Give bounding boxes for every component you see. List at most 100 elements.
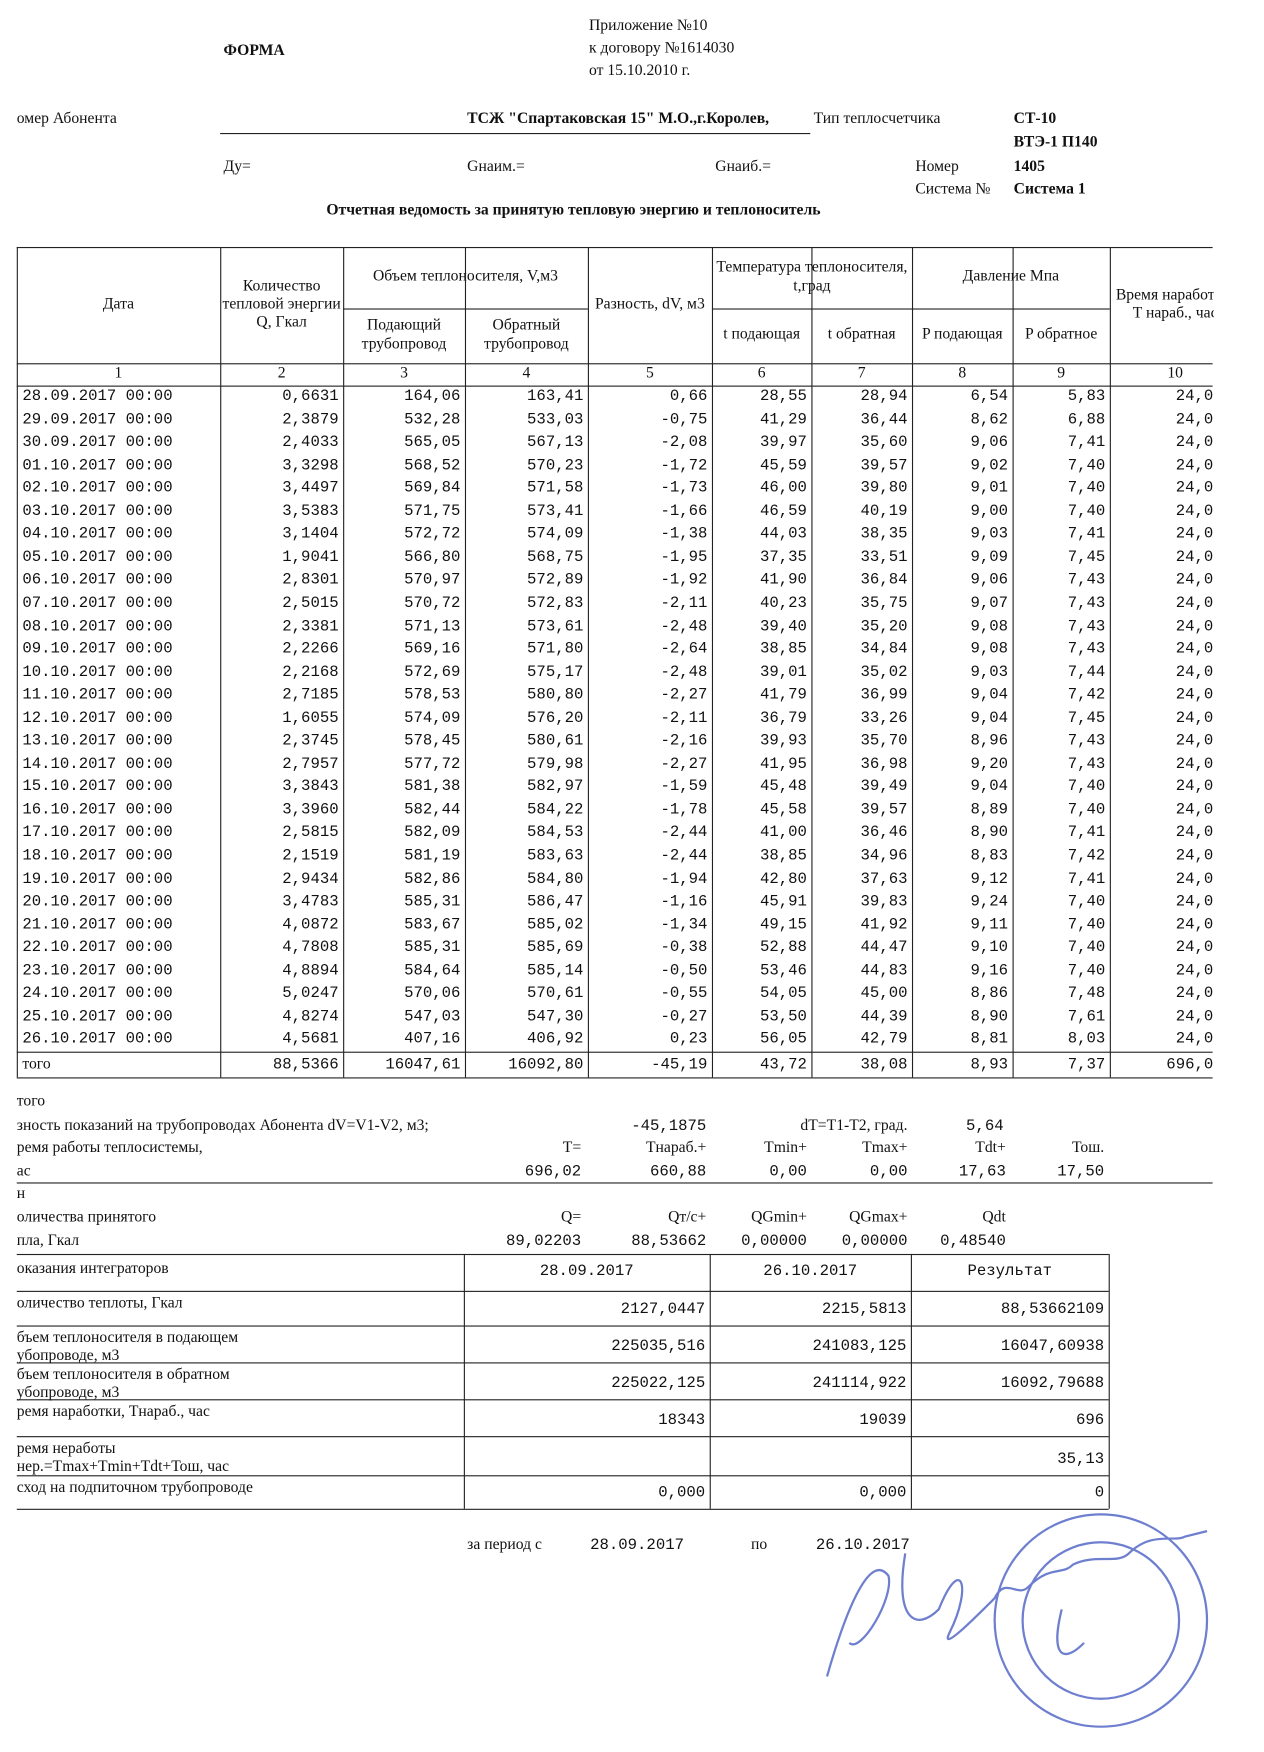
value-cell: 24,00: [1175, 1030, 1214, 1049]
column-header: Время наработки, T нараб., час: [1115, 287, 1214, 322]
appendix-line: от 15.10.2010 г.: [588, 62, 691, 80]
value-cell: 88,5366: [272, 1056, 339, 1074]
column-header: Давление Мпа: [962, 268, 1060, 286]
number: 1405: [1013, 158, 1045, 176]
value-cell: 574,09: [527, 525, 584, 544]
value-cell: 36,46: [860, 824, 908, 843]
total-label: того: [22, 1056, 51, 1073]
integrator-header: 28.09.2017: [539, 1263, 634, 1282]
value-cell: 571,13: [404, 617, 461, 636]
value-cell: 9,10: [970, 938, 1009, 957]
value-cell: 7,45: [1067, 709, 1106, 728]
value-cell: -1,38: [660, 525, 708, 544]
summary-value: Тнараб.+: [645, 1139, 707, 1157]
value-cell: 5,83: [1067, 387, 1106, 406]
value-cell: 578,53: [404, 686, 461, 705]
rule: [16, 1290, 1109, 1292]
rule: [16, 1508, 1109, 1510]
column-number: 3: [400, 365, 408, 383]
value-cell: 28,94: [860, 387, 908, 406]
value-cell: 3,3843: [282, 778, 339, 797]
value-cell: 24,00: [1175, 594, 1214, 613]
value-cell: 37,35: [759, 548, 807, 567]
summary-value: 0,00000: [741, 1232, 807, 1251]
integrator-value: 696: [1076, 1411, 1105, 1430]
column-header: P подающая: [921, 326, 1003, 344]
summary-value: 0,00: [869, 1163, 908, 1182]
value-cell: -1,72: [660, 456, 708, 475]
value-cell: -45,19: [651, 1056, 708, 1074]
value-cell: 7,41: [1067, 525, 1106, 544]
value-cell: 9,20: [970, 755, 1009, 774]
value-cell: 53,50: [759, 1007, 807, 1026]
rule: [464, 246, 467, 1078]
value-cell: 46,59: [759, 502, 807, 521]
value-cell: -1,94: [660, 870, 708, 888]
date-cell: 17.10.2017 00:00: [22, 824, 173, 843]
value-cell: -0,38: [660, 938, 708, 957]
date-cell: 08.10.2017 00:00: [22, 617, 173, 636]
column-number: 9: [1057, 365, 1066, 383]
date-cell: 30.09.2017 00:00: [22, 433, 173, 452]
value-cell: -2,27: [660, 686, 708, 705]
rule: [711, 308, 1110, 310]
date-cell: 11.10.2017 00:00: [22, 686, 173, 705]
value-cell: 9,04: [970, 778, 1009, 797]
value-cell: 24,00: [1175, 801, 1214, 820]
summary-label: н: [16, 1185, 26, 1203]
value-cell: 35,75: [860, 594, 908, 613]
value-cell: 577,72: [404, 755, 461, 774]
value-cell: 7,43: [1067, 640, 1106, 659]
value-cell: -2,11: [660, 594, 708, 613]
value-cell: 24,00: [1175, 387, 1214, 406]
summary-value: 17,50: [1057, 1163, 1105, 1182]
value-cell: 696,02: [1166, 1056, 1214, 1074]
date-cell: 05.10.2017 00:00: [22, 548, 173, 567]
number-label: Номер: [915, 158, 959, 176]
value-cell: 24,00: [1175, 984, 1214, 1003]
value-cell: 7,37: [1067, 1056, 1106, 1074]
form-label: ФОРМА: [223, 42, 285, 60]
value-cell: 39,57: [860, 801, 908, 820]
value-cell: -2,44: [660, 824, 708, 843]
value-cell: 1,6055: [282, 709, 339, 728]
value-cell: 7,40: [1067, 479, 1106, 498]
value-cell: 547,03: [404, 1007, 461, 1026]
value-cell: 42,79: [860, 1030, 908, 1049]
value-cell: -1,59: [660, 778, 708, 797]
value-cell: 33,26: [860, 709, 908, 728]
value-cell: 39,93: [759, 732, 807, 751]
date-cell: 14.10.2017 00:00: [22, 755, 173, 774]
value-cell: 7,41: [1067, 824, 1106, 843]
value-cell: 7,40: [1067, 916, 1106, 934]
value-cell: 585,02: [527, 916, 584, 934]
summary-value: -45,1875: [631, 1117, 707, 1136]
value-cell: 583,63: [527, 847, 584, 866]
summary-value: 0,00: [769, 1163, 807, 1182]
rule: [811, 246, 813, 1078]
value-cell: 2,2168: [282, 663, 339, 682]
value-cell: 547,30: [527, 1007, 584, 1026]
value-cell: 8,03: [1067, 1030, 1106, 1049]
value-cell: 24,00: [1175, 640, 1214, 659]
period-label: по: [751, 1536, 768, 1554]
table-area: Дата Количество тепловой энергии Q, Гкал О…: [16, 246, 1214, 1079]
value-cell: 41,90: [759, 571, 807, 590]
value-cell: 573,61: [527, 617, 584, 636]
summary-value: Тош.: [1072, 1139, 1105, 1157]
summary-value: 0,00000: [841, 1232, 908, 1251]
value-cell: 24,00: [1175, 617, 1214, 636]
value-cell: 2,9434: [282, 870, 339, 888]
value-cell: 39,49: [860, 778, 908, 797]
value-cell: 3,3298: [282, 456, 339, 475]
value-cell: 24,00: [1175, 479, 1214, 498]
meter-model: ВТЭ-1 П140: [1013, 134, 1098, 151]
value-cell: 580,80: [527, 686, 584, 705]
value-cell: 569,84: [404, 479, 461, 498]
value-cell: 2,2266: [282, 640, 339, 659]
value-cell: 2,5015: [282, 594, 339, 613]
value-cell: 45,48: [759, 778, 807, 797]
value-cell: -2,16: [660, 732, 708, 751]
value-cell: 574,09: [404, 709, 461, 728]
